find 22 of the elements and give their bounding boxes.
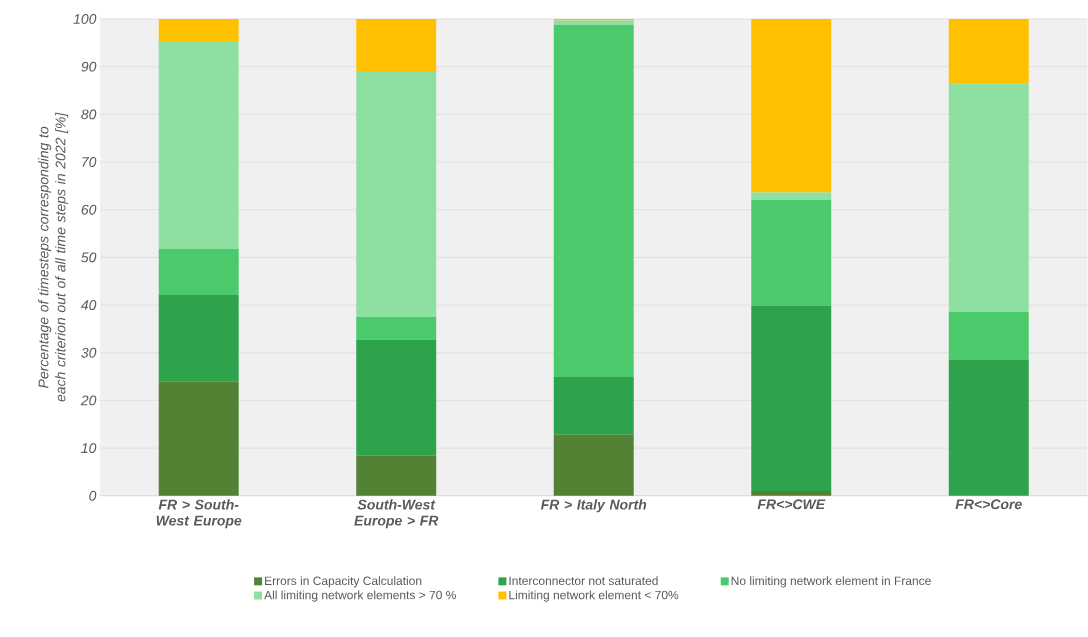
y-tick-label: 10	[81, 443, 97, 454]
y-tick-label: 0	[89, 490, 97, 501]
x-tick-label: South-West Europe > FR	[354, 499, 439, 529]
x-tick-label: FR<>Core	[955, 499, 1022, 510]
y-tick-label: 40	[80, 300, 97, 311]
y-tick-label: 30	[81, 347, 97, 358]
legend-label: Interconnector not saturated	[509, 576, 658, 586]
y-axis-title: Percentage of timesteps corresponding to each criterion out of all time steps in 2022 [%]	[38, 112, 69, 402]
legend-label: Limiting network element < 70%	[509, 590, 679, 602]
x-tick-label: FR > Italy North	[540, 499, 647, 513]
legend-label: Errors in Capacity Calculation	[265, 576, 422, 588]
y-tick-label: 60	[81, 204, 97, 215]
x-tick-label: FR > South-West Europe	[156, 499, 242, 529]
legend-label: All limiting network elements > 70 %	[264, 590, 456, 602]
legend-label: No limiting network element in France	[731, 576, 931, 588]
y-tick-label: 80	[81, 109, 97, 120]
y-tick-label: 100	[73, 14, 97, 25]
y-tick-label: 70	[82, 157, 97, 168]
y-tick-label: 90	[81, 61, 97, 72]
y-tick-label: 20	[80, 395, 97, 406]
y-tick-label: 50	[81, 252, 97, 263]
x-tick-label: FR<>CWE	[757, 499, 826, 510]
